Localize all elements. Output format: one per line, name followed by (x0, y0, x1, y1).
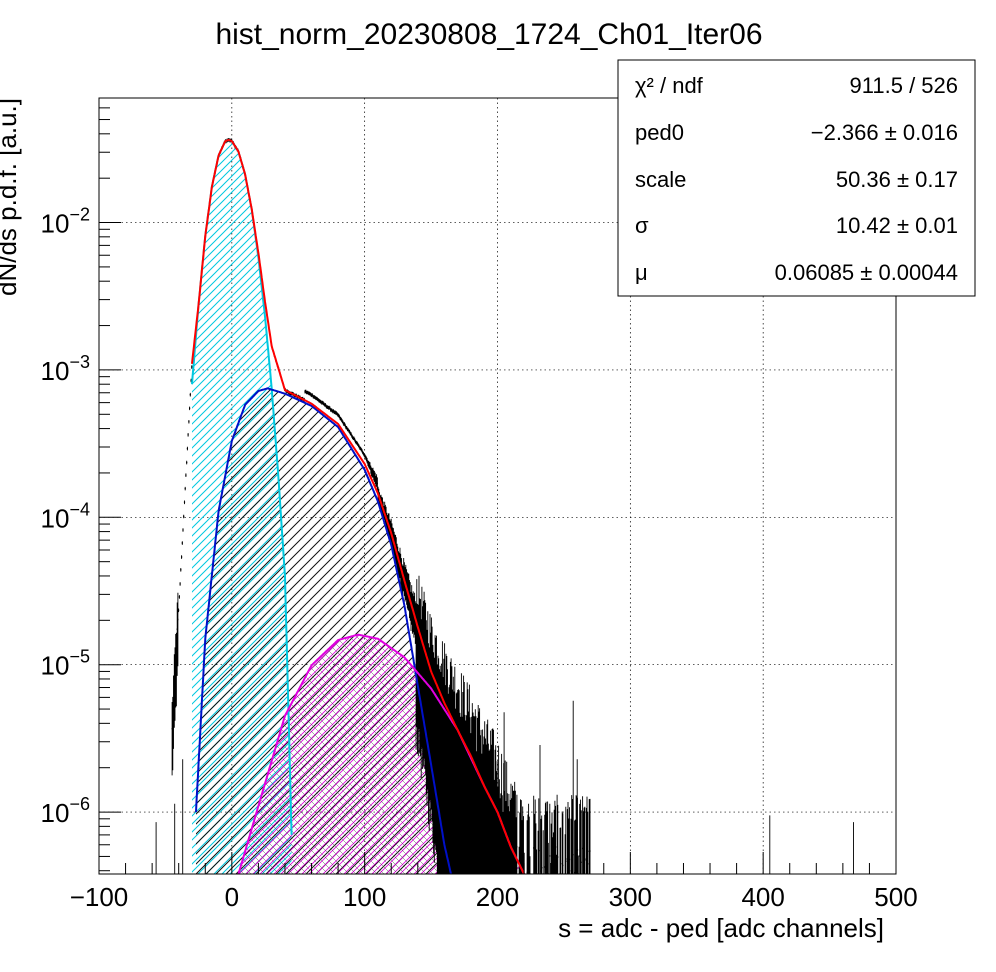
stats-value: 0.06085 ± 0.00044 (775, 260, 958, 285)
stats-label: ped0 (635, 120, 684, 145)
fit-curves (191, 138, 525, 874)
stats-label: μ (635, 260, 648, 285)
chart-title: hist_norm_20230808_1724_Ch01_Iter06 (215, 18, 762, 51)
y-tick-label: 10−3 (41, 352, 90, 386)
x-tick-label: 500 (874, 882, 917, 912)
stats-label: σ (635, 213, 649, 238)
y-tick-label: 10−4 (41, 499, 90, 533)
y-tick-label: 10−2 (41, 205, 90, 239)
x-tick-label: 300 (609, 882, 652, 912)
y-tick-labels: 10−2 10−3 10−4 10−5 10−6 (41, 205, 90, 829)
y-tick-label: 10−5 (41, 647, 90, 681)
single-pe-curve (195, 387, 452, 874)
x-axis-label: s = adc - ped [adc channels] (558, 913, 884, 943)
stats-label: χ² / ndf (635, 73, 704, 98)
stats-value: −2.366 ± 0.016 (811, 120, 958, 145)
x-tick-label: 200 (476, 882, 519, 912)
x-tick-label: −100 (70, 882, 129, 912)
stats-value: 50.36 ± 0.17 (836, 167, 958, 192)
stats-value: 911.5 / 526 (850, 73, 958, 98)
x-tick-label: 100 (343, 882, 386, 912)
total-fit-curve (191, 138, 525, 874)
stats-value: 10.42 ± 0.01 (836, 213, 958, 238)
fit-stats-box: χ² / ndf 911.5 / 526 ped0 −2.366 ± 0.016 sca… (617, 59, 976, 297)
x-tick-labels: −100 0 100 200 300 400 500 (70, 882, 918, 912)
y-axis-label: dN/ds p.d.f. [a.u.] (0, 98, 22, 296)
x-tick-label: 400 (741, 882, 784, 912)
x-tick-label: 0 (225, 882, 239, 912)
stats-label: scale (635, 167, 686, 192)
axis-ticks (98, 107, 897, 874)
stats-box-frame (617, 59, 976, 297)
y-tick-label: 10−6 (41, 794, 90, 828)
